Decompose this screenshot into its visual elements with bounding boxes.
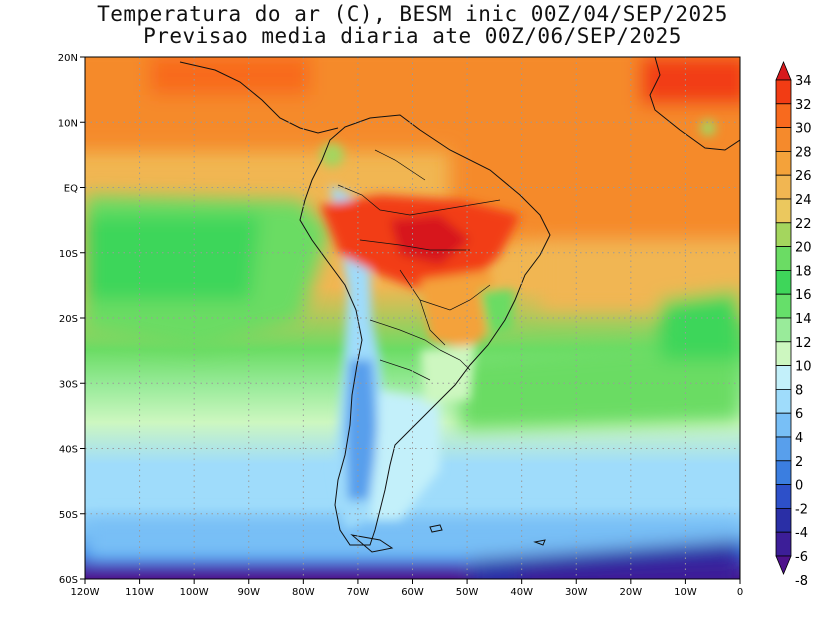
colorbar-label: 28 bbox=[795, 145, 812, 160]
south-georgia bbox=[533, 539, 546, 546]
colorbar-label: 14 bbox=[795, 312, 812, 327]
lon-tick-label: 20W bbox=[620, 587, 643, 598]
colorbar-swatch bbox=[775, 222, 792, 248]
colorbar-swatch bbox=[775, 531, 792, 557]
lat-tick-label: 20N bbox=[58, 53, 78, 64]
lon-tick-label: 120W bbox=[71, 587, 100, 598]
lon-tick-label: 110W bbox=[125, 587, 154, 598]
colorbar-swatch bbox=[775, 436, 792, 462]
colorbar-label: 22 bbox=[795, 217, 812, 232]
lat-tick-label: 10S bbox=[59, 249, 78, 260]
lon-tick-label: 70W bbox=[347, 587, 370, 598]
colorbar-swatch bbox=[775, 150, 792, 176]
lat-tick-label: 20S bbox=[59, 314, 78, 325]
lon-tick-label: 30W bbox=[565, 587, 588, 598]
colorbar-swatch bbox=[775, 341, 792, 366]
colorbar-label: 24 bbox=[795, 193, 812, 208]
lon-tick-label: 50W bbox=[456, 587, 479, 598]
colorbar-label: -8 bbox=[795, 574, 808, 589]
colorbar-label: 34 bbox=[795, 74, 812, 89]
lat-tick-label: 40S bbox=[59, 445, 78, 456]
africa-outline bbox=[649, 57, 740, 151]
colorbar-top-arrow bbox=[775, 60, 792, 81]
colorbar-label: 18 bbox=[795, 264, 812, 279]
colorbar-swatch bbox=[775, 460, 792, 485]
chart-title-line1: Temperatura do ar (C), BESM inic 00Z/04/… bbox=[97, 2, 728, 26]
longitude-labels: 120W 110W 100W 90W 80W 70W 60W 50W 40W 30W 20W 10W 0 bbox=[71, 579, 743, 598]
lon-tick-label: 100W bbox=[180, 587, 209, 598]
colorbar-label: 16 bbox=[795, 288, 812, 303]
colorbar-swatch bbox=[775, 365, 792, 390]
lat-tick-label: EQ bbox=[64, 184, 78, 195]
colorbar-swatch bbox=[775, 388, 792, 414]
lon-tick-label: 10W bbox=[674, 587, 697, 598]
south-america-outline bbox=[299, 114, 551, 546]
coastlines bbox=[179, 57, 740, 553]
lat-tick-label: 50S bbox=[59, 510, 78, 521]
colorbar-swatch bbox=[775, 246, 792, 271]
colorbar-label: 12 bbox=[795, 336, 812, 351]
colorbar-label: -2 bbox=[795, 502, 808, 517]
lat-tick-label: 60S bbox=[59, 575, 78, 586]
colorbar-label: 4 bbox=[795, 431, 803, 446]
colorbar-label: -4 bbox=[795, 526, 808, 541]
colorbar-label: 2 bbox=[795, 455, 803, 470]
lon-tick-label: 0 bbox=[737, 587, 743, 598]
colorbar-label: 32 bbox=[795, 98, 812, 113]
falklands bbox=[429, 524, 443, 533]
latitude-labels: 20N 10N EQ 10S 20S 30S 40S 50S 60S bbox=[58, 53, 85, 586]
colorbar-swatch bbox=[775, 79, 792, 105]
chart-title-line2: Previsao media diaria ate 00Z/06/SEP/202… bbox=[143, 24, 682, 48]
colorbar-swatch bbox=[775, 507, 792, 533]
colorbar-label: 26 bbox=[795, 169, 812, 184]
colorbar-label: -6 bbox=[795, 550, 808, 565]
colorbar-label: 20 bbox=[795, 241, 812, 256]
colorbar-swatch bbox=[775, 412, 792, 438]
country-borders bbox=[337, 149, 501, 381]
colorbar-swatch bbox=[775, 269, 792, 295]
colorbar-label: 30 bbox=[795, 122, 812, 137]
colorbar-label: 8 bbox=[795, 383, 803, 398]
colorbar-swatch bbox=[775, 484, 792, 509]
colorbar-label: 0 bbox=[795, 479, 803, 494]
colorbar-swatch bbox=[775, 198, 792, 224]
colorbar-swatch bbox=[775, 293, 792, 319]
lon-tick-label: 40W bbox=[510, 587, 533, 598]
map-gridlines bbox=[85, 57, 740, 579]
colorbar-label: 10 bbox=[795, 360, 812, 375]
colorbar-swatch bbox=[775, 103, 792, 129]
lat-tick-label: 10N bbox=[58, 118, 78, 129]
colorbar-swatch bbox=[775, 127, 792, 152]
colorbar-label: 6 bbox=[795, 407, 803, 422]
lon-tick-label: 80W bbox=[292, 587, 315, 598]
colorbar-bottom-arrow bbox=[775, 555, 792, 576]
tierra-del-fuego bbox=[350, 534, 394, 553]
lon-tick-label: 90W bbox=[237, 587, 260, 598]
central-america-outline bbox=[179, 61, 339, 134]
lat-tick-label: 30S bbox=[59, 379, 78, 390]
lon-tick-label: 60W bbox=[401, 587, 424, 598]
colorbar-swatch bbox=[775, 317, 792, 343]
colorbar-swatch bbox=[775, 174, 792, 200]
